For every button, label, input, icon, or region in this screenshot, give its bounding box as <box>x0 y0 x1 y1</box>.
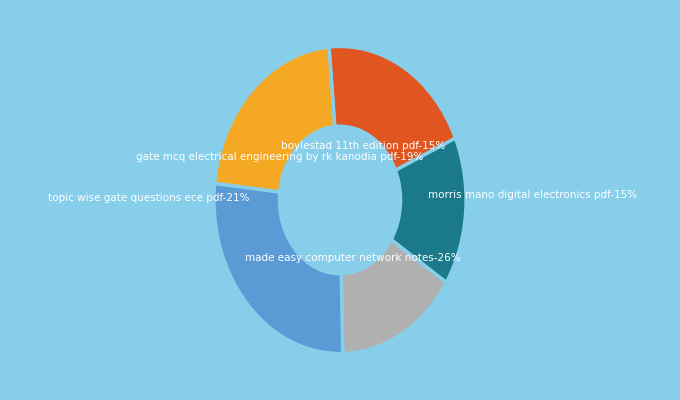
Text: boylestad 11th edition pdf-15%: boylestad 11th edition pdf-15% <box>281 141 445 151</box>
Text: made easy computer network notes-26%: made easy computer network notes-26% <box>245 253 460 263</box>
Wedge shape <box>391 138 466 282</box>
Wedge shape <box>215 47 335 192</box>
Wedge shape <box>329 46 456 170</box>
Text: topic wise gate questions ece pdf-21%: topic wise gate questions ece pdf-21% <box>48 194 249 204</box>
Text: morris mano digital electronics pdf-15%: morris mano digital electronics pdf-15% <box>428 190 637 200</box>
Wedge shape <box>214 183 343 354</box>
Wedge shape <box>341 240 446 354</box>
Text: gate mcq electrical engineering by rk kanodia pdf-19%: gate mcq electrical engineering by rk ka… <box>136 152 423 162</box>
